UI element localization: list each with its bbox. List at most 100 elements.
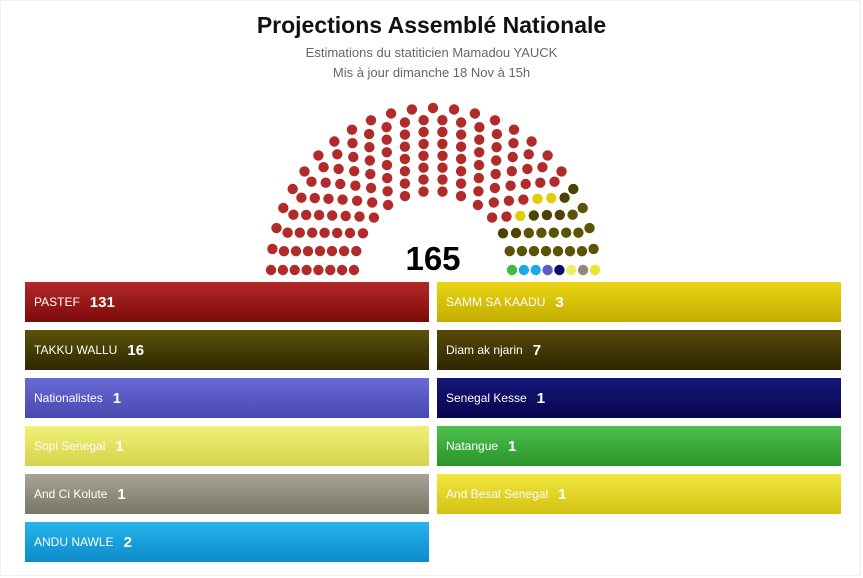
seat-pastef <box>491 155 502 166</box>
seat-andu-nawle <box>530 264 541 276</box>
seat-diam-ak-njarin <box>510 227 522 239</box>
party-samm-sa-kaadu[interactable]: SAMM SA KAADU 3 <box>437 282 841 322</box>
seat-takku-wallu <box>504 245 515 257</box>
seat-pastef <box>347 138 358 149</box>
seat-pastef <box>364 142 375 153</box>
seat-pastef <box>518 194 529 205</box>
seat-pastef <box>382 172 393 184</box>
party-name: Nationalistes <box>34 391 103 405</box>
seat-diam-ak-njarin <box>559 192 570 203</box>
seat-takku-wallu <box>561 227 572 238</box>
seat-pastef <box>474 134 485 145</box>
seat-pastef <box>473 172 484 184</box>
hemicycle-chart <box>265 102 601 276</box>
seat-pastef <box>437 150 448 161</box>
party-senegal-kesse[interactable]: Senegal Kesse 1 <box>437 378 841 418</box>
party-natangue[interactable]: Natangue 1 <box>437 426 841 466</box>
party-legend: PASTEF 131 SAMM SA KAADU 3 TAKKU WALLU 16 Diam… <box>25 282 841 564</box>
seat-pastef <box>520 178 531 190</box>
seat-pastef <box>290 246 302 257</box>
party-name: TAKKU WALLU <box>34 343 118 357</box>
seat-takku-wallu <box>584 222 595 234</box>
seat-pastef <box>491 128 503 140</box>
seat-pastef <box>357 228 369 239</box>
party-takku-wallu[interactable]: TAKKU WALLU 16 <box>25 330 429 370</box>
seat-pastef <box>287 183 298 195</box>
party-sopi-senegal[interactable]: Sopi Senegal 1 <box>25 426 429 466</box>
seat-pastef <box>318 162 329 173</box>
party-and-besal-senegal[interactable]: And Besal Senegal 1 <box>437 474 841 514</box>
party-seat-count: 1 <box>558 485 567 503</box>
seat-pastef <box>382 186 393 197</box>
seat-pastef <box>335 178 346 190</box>
seat-pastef <box>313 209 325 221</box>
seat-pastef <box>522 163 533 175</box>
seat-pastef <box>344 227 356 239</box>
seat-takku-wallu <box>576 246 588 257</box>
seat-pastef <box>381 159 393 171</box>
party-seat-count: 2 <box>123 533 132 551</box>
seat-pastef <box>382 199 394 211</box>
party-name: And Ci Kolute <box>34 487 108 501</box>
seat-samm-sa-kaadu <box>532 193 543 204</box>
seat-pastef <box>354 211 365 222</box>
party-seat-count: 7 <box>532 341 542 359</box>
seat-pastef <box>299 166 310 177</box>
seat-pastef <box>418 162 429 173</box>
party-name: Senegal Kesse <box>446 391 527 405</box>
party-nationalistes[interactable]: Nationalistes 1 <box>25 378 429 418</box>
seat-takku-wallu <box>588 243 599 255</box>
seat-pastef <box>325 264 336 276</box>
party-seat-count: 16 <box>127 341 145 359</box>
seat-pastef <box>365 182 377 194</box>
party-seat-count: 1 <box>117 485 126 503</box>
seat-pastef <box>508 138 519 149</box>
seat-pastef <box>336 264 348 276</box>
seat-pastef <box>340 210 351 222</box>
seat-pastef <box>399 117 411 128</box>
seat-pastef <box>346 124 358 135</box>
seat-pastef <box>277 264 289 276</box>
seat-pastef <box>537 162 548 173</box>
seat-pastef <box>455 117 467 128</box>
seat-pastef <box>455 190 467 202</box>
party-diam-ak-njarin[interactable]: Diam ak njarin 7 <box>437 330 841 370</box>
seat-pastef <box>278 202 289 214</box>
seat-pastef <box>351 195 363 206</box>
party-name: Diam ak njarin <box>446 343 523 357</box>
seat-pastef <box>406 104 418 115</box>
seat-pastef <box>526 136 537 147</box>
seat-pastef <box>489 182 501 194</box>
seat-pastef <box>351 245 362 257</box>
seat-pastef <box>455 141 467 152</box>
seat-pastef <box>381 122 392 133</box>
seat-pastef <box>474 122 485 133</box>
subtitle-author: Estimations du statiticien Mamadou YAUCK <box>305 45 558 60</box>
seat-pastef <box>474 147 485 158</box>
seat-pastef <box>418 138 429 150</box>
seat-pastef <box>278 246 290 257</box>
seat-and-besal-senegal <box>589 264 601 276</box>
seat-pastef <box>271 222 282 234</box>
party-seat-count: 131 <box>89 293 115 311</box>
seat-pastef <box>338 245 350 257</box>
party-andu-nawle[interactable]: ANDU NAWLE 2 <box>25 522 429 562</box>
party-and-ci-kolute[interactable]: And Ci Kolute 1 <box>25 474 429 514</box>
seat-pastef <box>381 134 392 145</box>
seat-pastef <box>455 166 467 177</box>
party-name: ANDU NAWLE <box>34 535 114 549</box>
seat-pastef <box>418 150 429 161</box>
seat-pastef <box>418 115 429 126</box>
seat-pastef <box>523 149 534 160</box>
seat-pastef <box>337 194 348 205</box>
seat-pastef <box>508 124 520 135</box>
seat-pastef <box>427 102 439 114</box>
seat-pastef <box>486 212 498 223</box>
seat-pastef <box>455 178 467 189</box>
seat-pastef <box>505 180 516 191</box>
seat-pastef <box>491 142 502 153</box>
seat-pastef <box>282 227 293 238</box>
seat-pastef <box>323 193 334 204</box>
seat-pastef <box>399 166 411 177</box>
party-pastef[interactable]: PASTEF 131 <box>25 282 429 322</box>
